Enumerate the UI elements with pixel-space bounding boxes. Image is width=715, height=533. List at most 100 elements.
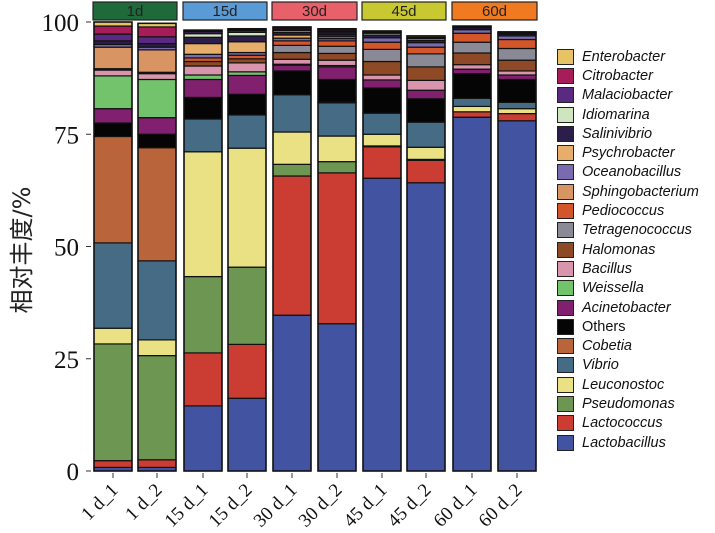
- bar-segment-lactococcus: [227, 343, 267, 399]
- bar-segment-others: [317, 78, 357, 103]
- bar-segment-leuconostoc: [183, 151, 223, 278]
- bar-segment-pseudomonas: [183, 275, 223, 354]
- x-axis: 1 d_11 d_215 d_115 d_230 d_130 d_245 d_1…: [77, 473, 527, 532]
- bar-segment-others: [183, 96, 223, 120]
- legend-item-cobetia: Cobetia: [557, 336, 699, 355]
- bar-outline: [227, 27, 267, 472]
- bar-segment-bacillus: [362, 74, 402, 81]
- bar-segment-citrobacter: [93, 25, 133, 35]
- bar-segment-bacillus: [227, 62, 267, 73]
- legend-swatch: [557, 260, 574, 277]
- legend-label: Bacillus: [582, 260, 632, 277]
- y-tick-label: 0: [67, 459, 80, 486]
- bar-segment-psychrobacter: [183, 42, 223, 55]
- x-tick-label: 30 d_2: [295, 480, 347, 532]
- bar-segment-tetragenococcus: [497, 47, 537, 61]
- bar-segment-sphingobacterium: [93, 46, 133, 70]
- bar-segment-tetragenococcus: [362, 48, 402, 63]
- bar-segment-vibrio: [497, 101, 537, 110]
- bar-segment-vibrio: [272, 94, 312, 133]
- bar-segment-leuconostoc: [317, 135, 357, 163]
- bar-segment-malaciobacter: [93, 33, 133, 42]
- y-tick-label: 50: [54, 235, 79, 262]
- bar-outline: [362, 30, 402, 472]
- facet-strip-label: 15d: [212, 3, 237, 20]
- x-tick-label: 15 d_2: [205, 480, 257, 532]
- x-tick-label: 1 d_1: [77, 480, 122, 525]
- legend-item-enterobacter: Enterobacter: [557, 47, 699, 66]
- legend-item-sphingobacterium: Sphingobacterium: [557, 182, 699, 201]
- legend-swatch: [557, 376, 574, 393]
- bar-segment-bacillus: [183, 65, 223, 76]
- legend-label: Tetragenococcus: [582, 222, 692, 239]
- bar-outline: [137, 22, 177, 472]
- legend-swatch: [557, 87, 574, 104]
- bar-segment-pediococcus: [452, 32, 492, 43]
- bar-segment-acinetobacter: [137, 117, 177, 135]
- x-tick-label: 45 d_1: [340, 480, 392, 532]
- bar-segment-bacillus: [452, 64, 492, 70]
- legend-swatch: [557, 338, 574, 355]
- bar-segment-lactococcus: [137, 459, 177, 469]
- bar-segment-tetragenococcus: [406, 53, 446, 68]
- bar-segment-bacillus: [137, 73, 177, 81]
- bar-segment-tetragenococcus: [317, 45, 357, 55]
- bar-stack-60d_2: [497, 31, 537, 472]
- bar-stack-1d_1: [93, 21, 133, 472]
- bar-segment-pediococcus: [497, 38, 537, 50]
- bar-segment-bacillus: [272, 58, 312, 65]
- bar-segment-lactococcus: [497, 112, 537, 122]
- bar-segment-acinetobacter: [362, 79, 402, 89]
- legend-label: Sphingobacterium: [582, 183, 699, 200]
- bar-outline: [497, 31, 537, 472]
- legend-label: Citrobacter: [582, 67, 653, 84]
- bar-segment-leuconostoc: [452, 105, 492, 113]
- bar-segment-vibrio: [93, 242, 133, 329]
- bar-segment-others: [497, 78, 537, 103]
- legend-item-psychrobacter: Psychrobacter: [557, 143, 699, 162]
- legend-item-vibrio: Vibrio: [557, 356, 699, 375]
- legend-swatch: [557, 395, 574, 412]
- legend-label: Psychrobacter: [582, 145, 675, 162]
- bar-segment-acinetobacter: [272, 64, 312, 72]
- bar-segment-sphingobacterium: [137, 49, 177, 73]
- bar-segment-others: [362, 87, 402, 114]
- legend-item-lactococcus: Lactococcus: [557, 414, 699, 433]
- legend-item-lactobacillus: Lactobacillus: [557, 433, 699, 452]
- legend-item-acinetobacter: Acinetobacter: [557, 298, 699, 317]
- bar-segment-pseudomonas: [272, 163, 312, 177]
- bar-segment-others: [406, 98, 446, 123]
- bar-segment-halomonas: [227, 58, 267, 64]
- legend-label: Vibrio: [582, 357, 619, 374]
- bar-segment-weissella: [137, 78, 177, 119]
- legend: Enterobacter Citrobacter Malaciobacter Idio…: [557, 47, 699, 452]
- bar-segment-pediococcus: [317, 40, 357, 47]
- bar-segment-lactobacillus: [227, 397, 267, 472]
- bar-segment-salinivibrio: [183, 36, 223, 45]
- facet-strip-45d: [361, 1, 447, 21]
- facet-strips: 1d 15d 30d 45d 60d: [92, 1, 538, 21]
- legend-label: Enterobacter: [582, 48, 666, 65]
- legend-swatch: [557, 357, 574, 374]
- legend-item-others: Others: [557, 317, 699, 336]
- bar-segment-bacillus: [93, 69, 133, 77]
- bar-segment-leuconostoc: [227, 147, 267, 268]
- bar-segment-lactococcus: [317, 172, 357, 325]
- legend-item-halomonas: Halomonas: [557, 240, 699, 259]
- legend-label: Idiomarina: [582, 106, 650, 123]
- legend-label: Cobetia: [582, 338, 632, 355]
- bar-segment-others: [227, 93, 267, 116]
- legend-swatch: [557, 164, 574, 181]
- bar-stack-15d_1: [183, 29, 223, 472]
- legend-label: Acinetobacter: [582, 299, 671, 316]
- bar-segment-acinetobacter: [452, 68, 492, 75]
- facet-strip-label: 1d: [127, 3, 144, 20]
- bar-segment-bacillus: [317, 59, 357, 67]
- bar-segment-weissella: [93, 75, 133, 110]
- bar-segment-acinetobacter: [497, 74, 537, 81]
- legend-label: Halomonas: [582, 241, 656, 258]
- bar-segment-lactococcus: [452, 111, 492, 118]
- bar-segment-lactococcus: [93, 460, 133, 469]
- bar-stack-45d_2: [406, 35, 446, 472]
- bar-stack-30d_2: [317, 27, 357, 472]
